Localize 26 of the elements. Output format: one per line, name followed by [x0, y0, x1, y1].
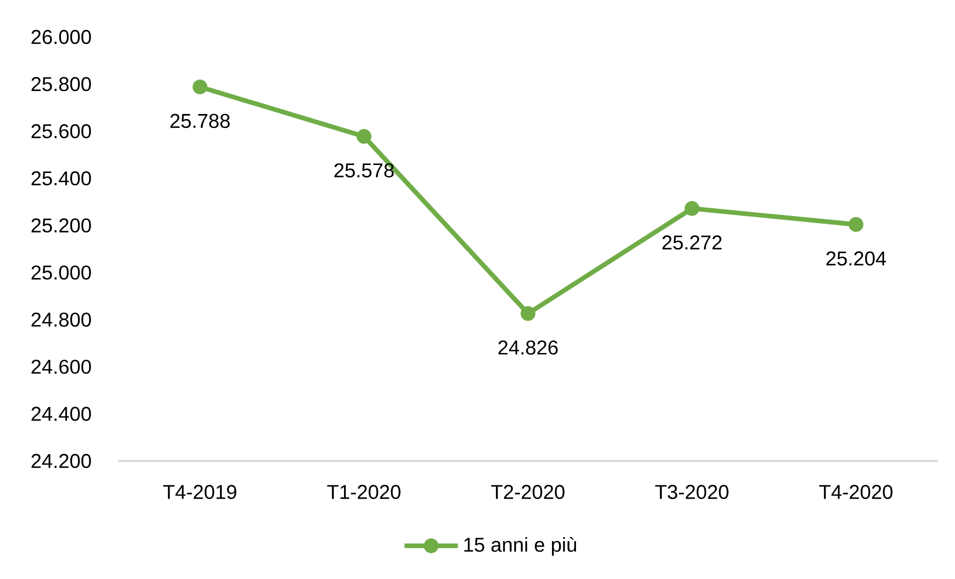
- y-tick-label: 24.600: [32, 360, 91, 374]
- x-tick-label: T4-2020: [819, 484, 892, 500]
- data-label: 25.578: [334, 163, 394, 178]
- point: [848, 217, 864, 232]
- point: [684, 201, 700, 216]
- y-tick-label: 24.400: [32, 406, 91, 421]
- x-tick-label: T3-2020: [655, 484, 728, 500]
- point: [520, 306, 536, 321]
- y-tick-label: 26.000: [32, 30, 91, 44]
- y-tick-label: 25.000: [32, 265, 91, 280]
- data-label: 24.826: [498, 340, 558, 355]
- point: [192, 80, 208, 94]
- data-label: 25.788: [170, 114, 230, 128]
- y-tick-label: 25.800: [32, 77, 91, 92]
- y-tick-label: 24.800: [32, 312, 91, 327]
- y-tick-label: 25.400: [32, 171, 91, 186]
- point: [356, 128, 372, 144]
- data-label: 25.204: [826, 251, 886, 266]
- data-label: 25.272: [662, 235, 722, 250]
- legend-label: 15 anni e più: [464, 536, 576, 556]
- x-tick-label: T1-2020: [327, 484, 400, 500]
- y-tick-label: 24.200: [32, 454, 91, 468]
- y-tick-label: 25.200: [32, 218, 91, 233]
- y-tick-label: 25.600: [32, 124, 91, 138]
- x-tick-label: T2-2020: [491, 484, 564, 500]
- x-tick-label: T4-2019: [163, 484, 236, 500]
